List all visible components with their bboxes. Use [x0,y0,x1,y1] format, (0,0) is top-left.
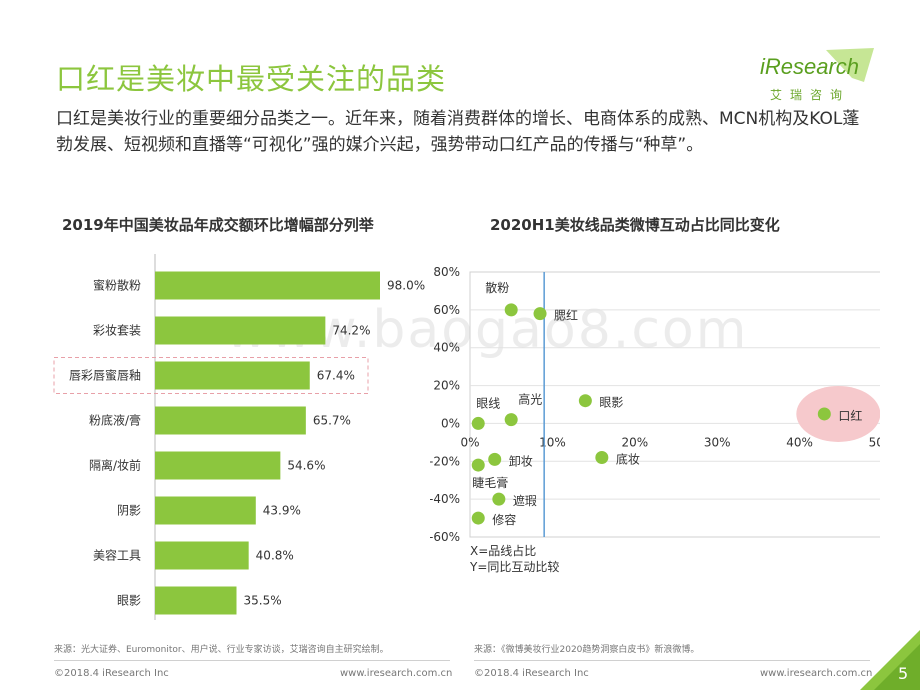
bar-value-label: 65.7% [313,414,351,428]
page-title: 口红是美妆中最受关注的品类 [56,62,447,96]
bar [155,316,326,345]
y-tick-label: 80% [433,265,460,279]
scatter-point [578,394,592,408]
bar-value-label: 40.8% [256,549,294,563]
bar-value-label: 67.4% [317,369,355,383]
intro-paragraph: 口红是美妆行业的重要细分品类之一。近年来，随着消费群体的增长、电商体系的成熟、M… [56,109,860,155]
right-footer-url: www.iresearch.com.cn [760,668,873,679]
scatter-point [471,416,485,430]
right-source-note: 来源：《微博美妆行业2020趋势洞察白皮书》新浪微博。 [474,645,700,655]
highlight-box [53,357,369,394]
y-tick-label: -20% [430,454,460,468]
point-label: 腮红 [554,308,578,323]
left-footer-divider [54,660,450,661]
bar-value-label: 54.6% [287,459,325,473]
scatter-point [471,511,485,525]
scatter-point [488,452,502,466]
scatter-point [533,307,547,321]
x-tick-label: 20% [621,435,648,449]
bar-category-label: 粉底液/膏 [89,413,141,428]
right-chart-title: 2020H1美妆线品类微博互动占比同比变化 [490,216,780,234]
bar [155,541,249,570]
y-tick-label: -40% [430,492,460,506]
bar-category-label: 美容工具 [93,548,141,563]
bar [155,361,310,390]
bar-chart: 蜜粉散粉 98.0% 彩妆套装 74.2% 唇彩唇蜜唇釉 67.4% 粉底液/膏 65.7% 隔… [53,254,425,620]
axis-note-y: Y=同比互动比较 [469,559,559,574]
bar-category-label: 蜜粉散粉 [93,278,141,293]
plot-border [469,271,880,538]
bar-value-label: 35.5% [244,594,282,608]
scatter-point [595,451,609,464]
y-tick-label: -60% [430,530,460,544]
point-label: 卸妆 [509,453,533,468]
point-label: 睫毛膏 [472,475,508,490]
bar-category-label: 隔离/妆前 [89,458,141,473]
point-label: 口红 [838,408,862,423]
scatter-point [817,407,831,421]
right-footer-copyright: ©2018.4 iResearch Inc [474,668,589,679]
bar-category-label: 阴影 [117,504,141,518]
x-tick-label: 0% [460,435,479,449]
scatter-point [504,413,518,427]
x-tick-label: 50% [869,435,880,449]
bar-value-label: 43.9% [263,504,301,518]
logo-tagline: 艾瑞咨询 [770,88,851,102]
x-tick-label: 40% [786,435,813,449]
corner-decoration [860,630,920,690]
point-label: 眼线 [476,396,500,410]
left-chart-title: 2019年中国美妆品年成交额环比增幅部分列举 [62,216,374,234]
left-footer-copyright: ©2018.4 iResearch Inc [54,668,169,679]
scatter-point [492,492,506,506]
bar-category-label: 彩妆套装 [93,324,141,338]
bar [155,406,306,435]
y-tick-label: 20% [433,379,460,393]
y-tick-label: 40% [433,341,460,355]
logo-swoosh-icon [826,48,874,82]
bar-category-label: 唇彩唇蜜唇釉 [69,368,141,383]
scatter-chart: 80%60%40%20%0%-20%-40%-60%0% 10% 20% 30% 40%… [430,265,880,574]
bar [155,496,256,525]
point-label: 遮瑕 [513,493,537,508]
left-source-note: 来源：光大证券、Euromonitor、用户说、行业专家访谈，艾瑞咨询自主研究绘… [54,645,389,655]
point-label: 底妆 [616,452,640,467]
point-label: 高光 [518,392,542,407]
axis-note-x: X=品线占比 [470,543,536,558]
y-tick-label: 60% [433,303,460,317]
bar-category-label: 眼影 [117,594,141,608]
point-label: 眼影 [599,396,623,410]
scatter-point [504,303,518,317]
logo-word: iResearch [760,54,860,79]
point-label: 散粉 [485,280,509,295]
scatter-point [471,458,485,472]
bar [155,586,237,615]
x-tick-label: 10% [539,435,566,449]
page-number: 5 [898,664,909,683]
highlight-ellipse [796,385,880,442]
right-footer-divider [474,660,870,661]
bar [155,271,380,300]
y-tick-label: 0% [441,416,460,430]
iresearch-logo: iResearch 艾瑞咨询 [756,48,876,108]
bar [155,451,281,480]
x-tick-label: 30% [704,435,731,449]
point-label: 修容 [492,512,516,527]
bar-value-label: 74.2% [332,324,370,338]
left-footer-url: www.iresearch.com.cn [340,668,453,679]
bar-value-label: 98.0% [387,279,425,293]
